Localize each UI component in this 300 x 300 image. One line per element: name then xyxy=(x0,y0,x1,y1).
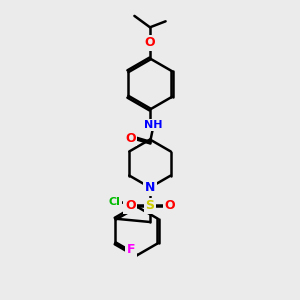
Text: N: N xyxy=(145,181,155,194)
Text: O: O xyxy=(164,199,175,212)
Text: O: O xyxy=(125,199,136,212)
Text: S: S xyxy=(146,199,154,212)
Text: O: O xyxy=(145,36,155,50)
Text: NH: NH xyxy=(144,120,163,130)
Text: F: F xyxy=(127,243,135,256)
Text: O: O xyxy=(125,131,136,145)
Text: Cl: Cl xyxy=(109,197,121,207)
